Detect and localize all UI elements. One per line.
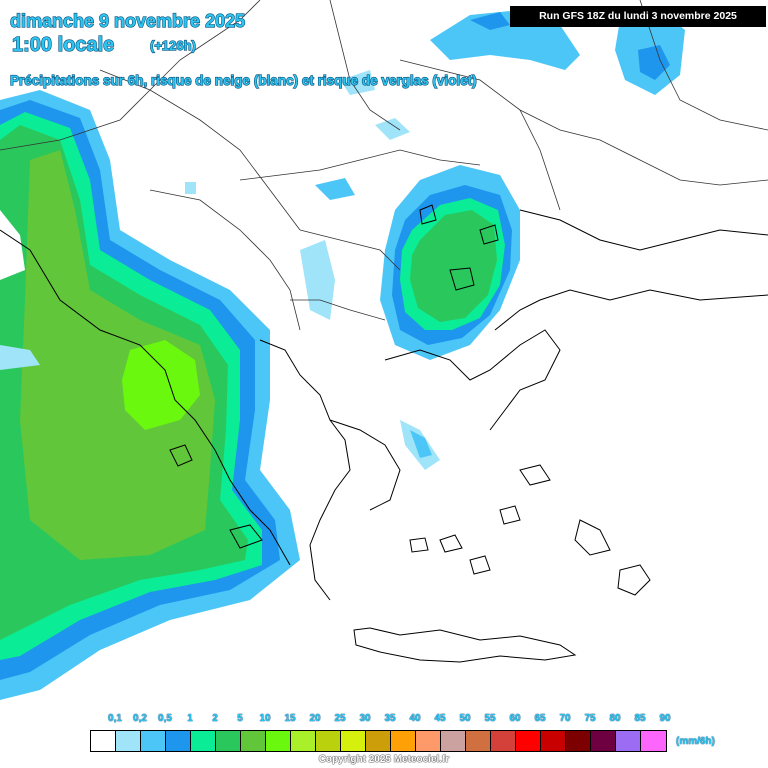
legend-label: 45 [434, 713, 446, 724]
legend-swatch [616, 731, 641, 751]
legend-label: 10 [259, 713, 271, 724]
legend-label: 15 [284, 713, 296, 724]
legend-label: 80 [609, 713, 621, 724]
legend-label: 20 [309, 713, 321, 724]
legend-swatch [641, 731, 666, 751]
legend-swatch [116, 731, 141, 751]
legend-swatch [316, 731, 341, 751]
legend-swatch [516, 731, 541, 751]
run-info-label: Run GFS 18Z du lundi 3 novembre 2025 [510, 6, 766, 27]
legend-label: 85 [634, 713, 646, 724]
legend-label: 1 [187, 713, 193, 724]
legend-label: 35 [384, 713, 396, 724]
legend-label: 65 [534, 713, 546, 724]
legend-swatch [291, 731, 316, 751]
legend-swatch [416, 731, 441, 751]
legend-label: 0,1 [108, 713, 122, 724]
precipitation-field-east [380, 165, 520, 360]
legend-label: 75 [584, 713, 596, 724]
legend-labels: 0,1 0,2 0,5 1 2 5 10 15 20 25 30 35 40 45 50 55 60 65 70 75… [0, 713, 768, 729]
legend-label: 2 [212, 713, 218, 724]
legend-label: 40 [409, 713, 421, 724]
precipitation-field-west [0, 90, 300, 700]
legend-swatch [191, 731, 216, 751]
legend-label: 25 [334, 713, 346, 724]
legend-swatch [541, 731, 566, 751]
legend-label: 90 [659, 713, 671, 724]
legend-label: 55 [484, 713, 496, 724]
legend-swatch [141, 731, 166, 751]
legend-swatch [491, 731, 516, 751]
lead-time: (+126h) [150, 38, 196, 53]
legend-label: 0,2 [133, 713, 147, 724]
legend-swatch [341, 731, 366, 751]
legend-swatch [91, 731, 116, 751]
legend-unit: (mm/6h) [676, 736, 715, 747]
legend-swatch [241, 731, 266, 751]
legend-swatch [566, 731, 591, 751]
color-scale-legend [90, 730, 667, 752]
legend-swatch [591, 731, 616, 751]
legend-label: 50 [459, 713, 471, 724]
forecast-date: dimanche 9 novembre 2025 [10, 11, 245, 31]
legend-swatch [166, 731, 191, 751]
legend-swatch [266, 731, 291, 751]
legend-label: 5 [237, 713, 243, 724]
legend-swatch [366, 731, 391, 751]
forecast-time: 1:00 locale [12, 34, 114, 56]
legend-label: 0,5 [158, 713, 172, 724]
borders [0, 0, 768, 331]
legend-label: 30 [359, 713, 371, 724]
legend-label: 70 [559, 713, 571, 724]
legend-label: 60 [509, 713, 521, 724]
legend-swatch [441, 731, 466, 751]
map-subtitle: Précipitations sur 6h, risque de neige (… [10, 73, 477, 88]
copyright-notice: Copyright 2025 Meteociel.fr [318, 754, 450, 765]
legend-swatch [391, 731, 416, 751]
coastlines [0, 204, 768, 663]
legend-swatch [466, 731, 491, 751]
legend-swatch [216, 731, 241, 751]
